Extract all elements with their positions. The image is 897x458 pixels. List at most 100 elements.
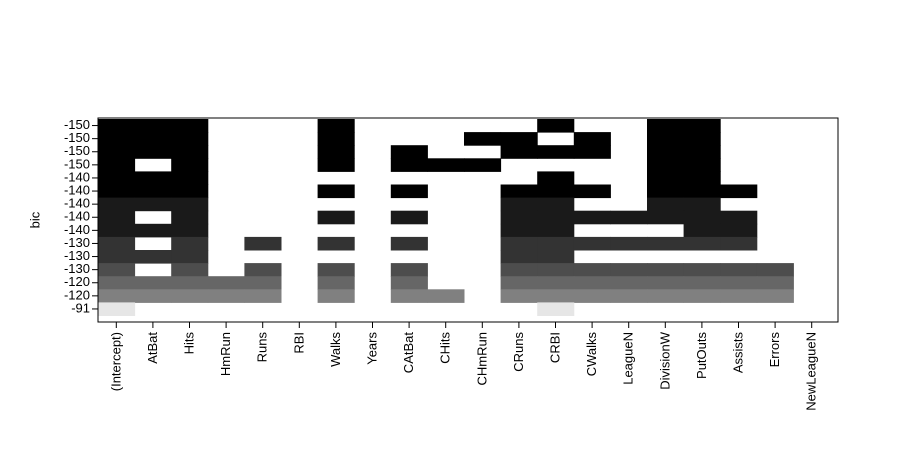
y-tick-label: -120 [64,287,90,302]
cell-catbat-row-2 [390,145,428,159]
y-tick-label: -140 [64,169,90,184]
cell-walks-row-7 [317,210,355,225]
cell-cwalks-row-9 [573,236,611,251]
x-tick-label-leaguen: LeagueN [621,332,636,385]
cell-crbi-row-6 [537,197,575,212]
cell-catbat-row-7 [390,210,428,225]
x-tick-label-intercept: (Intercept) [108,332,123,391]
cell-walks-row-9 [317,236,355,251]
y-tick-label: -150 [64,130,90,145]
y-tick-label: -140 [64,209,90,224]
y-axis: -150-150-150-150-140-140-140-140-140-130… [64,117,98,315]
cell-hits-row-0 [171,119,209,133]
cell-divisionw-row-2 [647,145,685,159]
cell-walks-row-13 [317,289,355,303]
cell-atbat-row-4 [134,171,172,185]
cell-intercept-row-4 [98,171,136,185]
heatmap-cells [98,119,794,316]
cell-chmrun-row-3 [464,158,502,172]
cell-cwalks-row-13 [573,289,611,303]
cell-cruns-row-5 [500,184,538,199]
cell-chmrun-row-1 [464,132,502,146]
y-tick-label: -150 [64,117,90,132]
cell-runs-row-12 [244,276,282,290]
cell-leaguen-row-13 [610,289,648,303]
x-tick-label-catbat: CAtBat [401,332,416,374]
cell-errors-row-11 [756,263,794,277]
cell-cruns-row-13 [500,289,538,303]
x-tick-label-runs: Runs [255,332,270,363]
cell-errors-row-12 [756,276,794,290]
x-tick-label-hmrun: HmRun [218,332,233,376]
x-tick-label-errors: Errors [767,332,782,368]
cell-cwalks-row-1 [573,132,611,146]
cell-crbi-row-12 [537,276,575,290]
cell-atbat-row-8 [134,223,172,238]
cell-cwalks-row-7 [573,210,611,225]
cell-assists-row-8 [720,223,758,238]
y-tick-label: -130 [64,248,90,263]
cell-cwalks-row-12 [573,276,611,290]
cell-leaguen-row-12 [610,276,648,290]
y-tick-label: -130 [64,261,90,276]
cell-hits-row-11 [171,263,209,277]
cell-errors-row-13 [756,289,794,303]
cell-assists-row-12 [720,276,758,290]
cell-crbi-row-7 [537,210,575,225]
cell-walks-row-3 [317,158,355,172]
cell-divisionw-row-7 [647,210,685,225]
cell-crbi-row-4 [537,171,575,185]
x-tick-label-chmrun: CHmRun [474,332,489,385]
cell-hits-row-5 [171,184,209,199]
cell-catbat-row-9 [390,236,428,251]
cell-atbat-row-1 [134,132,172,146]
cell-assists-row-13 [720,289,758,303]
cell-putouts-row-9 [683,236,721,251]
cell-hits-row-12 [171,276,209,290]
cell-leaguen-row-11 [610,263,648,277]
cell-cruns-row-10 [500,250,538,264]
cell-intercept-row-9 [98,236,136,251]
cell-putouts-row-11 [683,263,721,277]
cell-cruns-row-8 [500,223,538,238]
cell-atbat-row-2 [134,145,172,159]
cell-hits-row-2 [171,145,209,159]
cell-hits-row-7 [171,210,209,225]
cell-crbi-row-10 [537,250,575,264]
cell-intercept-row-5 [98,184,136,199]
y-tick-label: -120 [64,274,90,289]
cell-atbat-row-13 [134,289,172,303]
cell-crbi-row-13 [537,289,575,303]
cell-intercept-row-11 [98,263,136,277]
y-tick-label: -140 [64,182,90,197]
cell-crbi-row-0 [537,119,575,133]
cell-cruns-row-7 [500,210,538,225]
y-tick-label: -150 [64,143,90,158]
cell-putouts-row-4 [683,171,721,185]
cell-intercept-row-1 [98,132,136,146]
cell-catbat-row-12 [390,276,428,290]
x-tick-label-hits: Hits [182,332,197,355]
cell-runs-row-9 [244,236,282,251]
x-tick-label-putouts: PutOuts [694,332,709,379]
cell-atbat-row-0 [134,119,172,133]
cell-walks-row-2 [317,145,355,159]
cell-crbi-row-5 [537,184,575,199]
cell-assists-row-9 [720,236,758,251]
cell-hits-row-6 [171,197,209,212]
cell-putouts-row-3 [683,158,721,172]
x-tick-label-divisionw: DivisionW [657,331,672,390]
cell-chits-row-13 [427,289,465,303]
cell-divisionw-row-11 [647,263,685,277]
cell-catbat-row-3 [390,158,428,172]
cell-intercept-row-14 [98,302,136,316]
cell-putouts-row-1 [683,132,721,146]
cell-chits-row-3 [427,158,465,172]
cell-cwalks-row-11 [573,263,611,277]
cell-intercept-row-0 [98,119,136,133]
x-tick-label-chits: CHits [438,332,453,364]
cell-intercept-row-13 [98,289,136,303]
cell-runs-row-11 [244,263,282,277]
cell-intercept-row-12 [98,276,136,290]
x-axis: (Intercept) AtBat Hits HmRun Runs RBI Walks Yea… [108,322,819,411]
